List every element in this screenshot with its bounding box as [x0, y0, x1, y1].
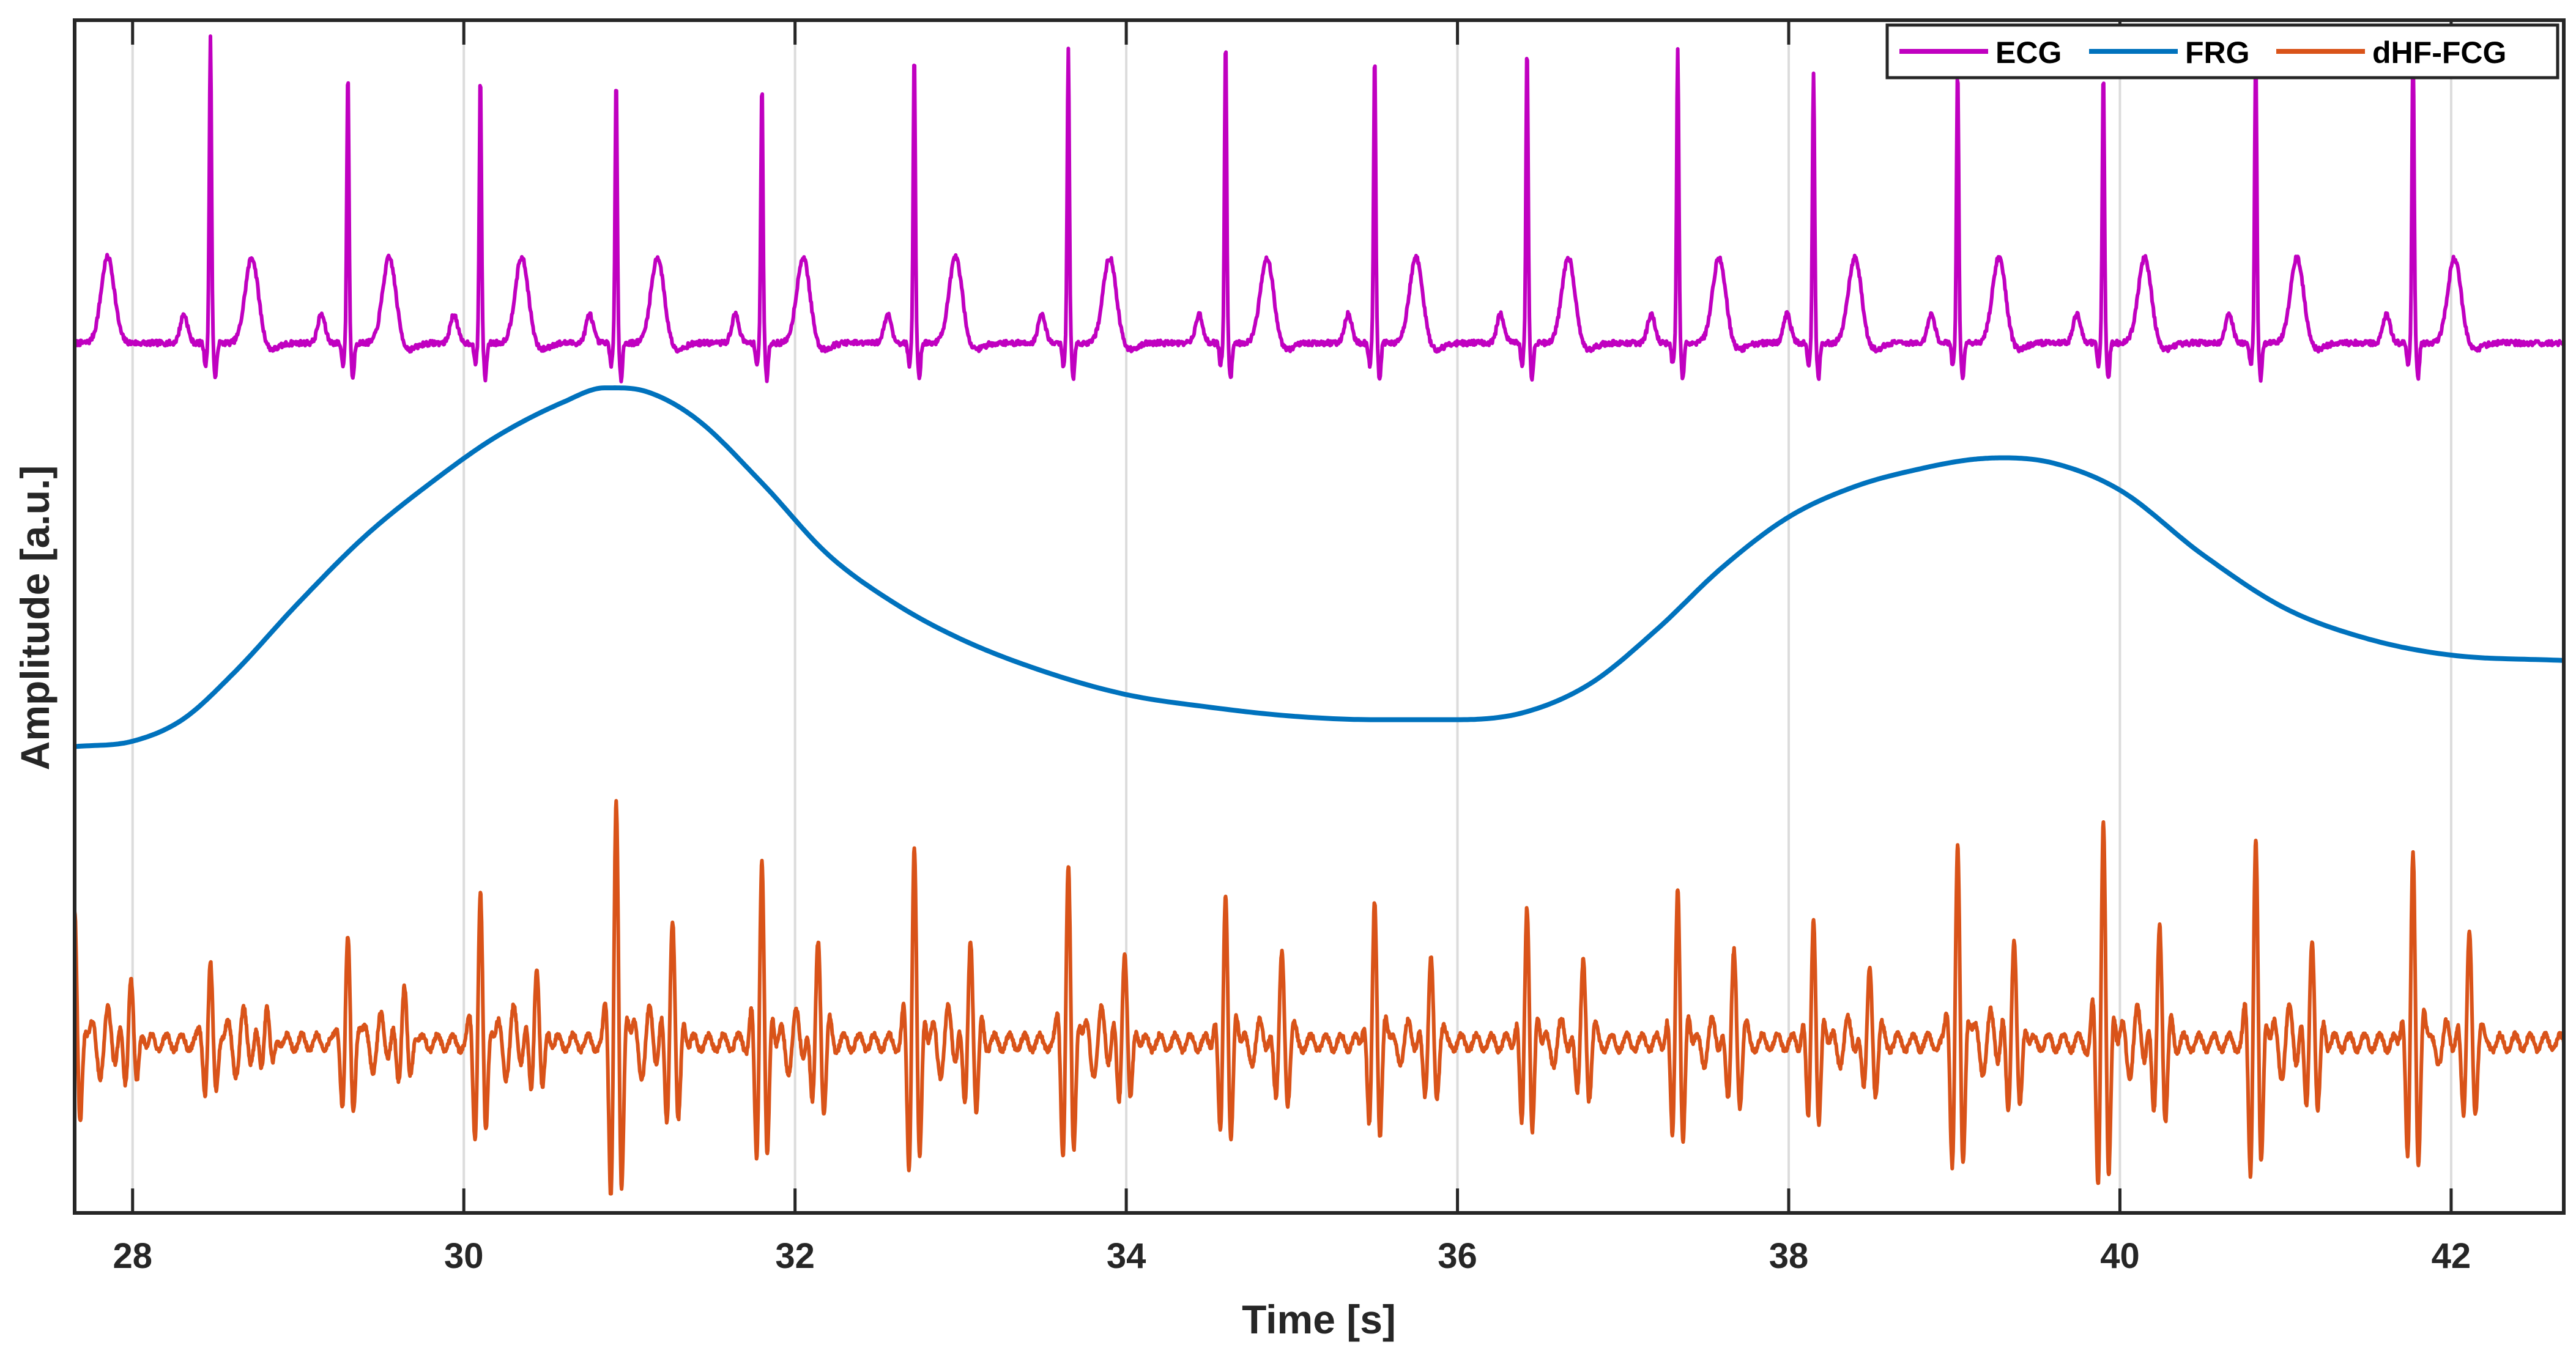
grid-lines: [131, 20, 2452, 1213]
x-tick-label-30: 30: [444, 1236, 484, 1276]
legend-label-frg: FRG: [2185, 35, 2250, 70]
x-tick-label-32: 32: [775, 1236, 815, 1276]
x-tick-label-36: 36: [1438, 1236, 1477, 1276]
legend-label-dhf-fcg: dHF-FCG: [2372, 35, 2506, 70]
x-tick-label-38: 38: [1769, 1236, 1809, 1276]
x-tick-label-28: 28: [113, 1236, 152, 1276]
series-layer: [73, 34, 2566, 1196]
y-axis-label: Amplitude [a.u.]: [12, 465, 58, 771]
series-line-frg: [74, 385, 2564, 749]
plot-area: [75, 20, 2564, 1213]
series-line-ecg: [73, 34, 2566, 384]
plot-frame: [73, 18, 2566, 1215]
legend-box: [1885, 23, 2559, 80]
legend: ECG FRG dHF-FCG: [1885, 23, 2559, 80]
x-tick-label-40: 40: [2100, 1236, 2140, 1276]
x-tick-label-34: 34: [1107, 1236, 1146, 1276]
x-tick-label-42: 42: [2432, 1236, 2471, 1276]
legend-label-ecg: ECG: [1995, 35, 2062, 70]
x-axis-tick-labels: 28 30 32 34 36 38 40 42: [113, 1236, 2471, 1276]
x-axis-label: Time [s]: [1242, 1297, 1396, 1342]
series-line-dhf-fcg: [73, 799, 2566, 1196]
